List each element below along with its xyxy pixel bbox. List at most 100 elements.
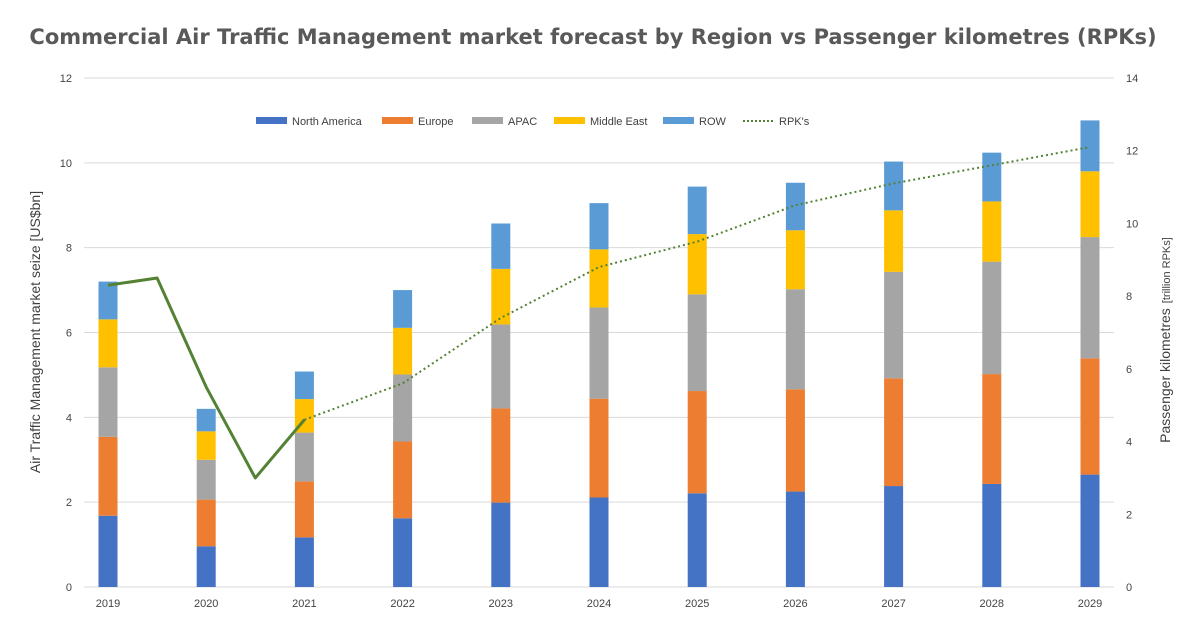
bar-segment-row [1080,120,1100,172]
bar-segment-apac [1080,237,1100,359]
bar-segment-north-america [393,518,413,587]
bar-segment-row [884,161,904,211]
bar-segment-row [589,203,609,250]
bar-segment-apac [982,261,1002,375]
legend-label: APAC [508,116,537,128]
y2-tick-label: 2 [1126,509,1132,521]
rpk-actual-line [107,276,306,480]
legend-swatch [663,117,694,124]
bar-segment-europe [785,389,805,492]
bar-segment-north-america [196,546,216,587]
y-axis-ticks: 0 2 4 6 8 10 12 [60,73,72,594]
bar-segment-apac [589,307,609,399]
x-tick-label: 2026 [783,598,807,610]
bar-segment-europe [982,374,1002,484]
bar-segment-row [785,182,805,231]
y2-tick-label: 10 [1126,218,1138,230]
x-tick-label: 2024 [587,598,611,610]
bar-segment-row [982,152,1002,202]
bar-segment-middle-east [687,234,707,295]
bar-segment-apac [884,271,904,379]
legend: North America Europe APAC Middle East ROW RPK… [256,116,810,128]
y2-axis-title: Passenger kilometres [trillion RPKs] [1157,237,1173,443]
legend-label: ROW [699,116,727,128]
y2-axis-ticks: 0 2 4 6 8 10 12 14 [1126,73,1138,594]
bar-segment-middle-east [589,249,609,308]
bar-segment-apac [196,459,216,500]
bar-segment-middle-east [393,327,413,375]
bar-segment-europe [687,391,707,494]
y-tick-label: 6 [66,328,72,340]
bar-segment-middle-east [98,319,118,368]
bar-segment-apac [294,432,314,482]
bar-segment-middle-east [884,210,904,272]
bar-segment-row [294,371,314,400]
x-tick-label: 2020 [194,598,218,610]
bar-segment-europe [294,481,314,538]
bar-segment-middle-east [196,431,216,460]
bar-segment-row [687,186,707,235]
bar-segment-middle-east [1080,171,1100,238]
x-tick-label: 2027 [881,598,905,610]
bar-segment-europe [491,408,511,503]
bars [98,120,1100,587]
bar-segment-north-america [294,537,314,587]
legend-swatch [382,117,413,124]
y-tick-label: 8 [66,243,72,255]
x-tick-label: 2029 [1078,598,1102,610]
y-tick-label: 12 [60,73,72,85]
bar-segment-apac [785,289,805,390]
bar-segment-north-america [589,497,609,587]
y2-tick-label: 4 [1126,437,1132,449]
x-tick-label: 2021 [292,598,316,610]
bar-segment-north-america [98,515,118,587]
bar-segment-europe [884,378,904,487]
legend-label: Middle East [590,116,647,128]
y-tick-label: 4 [66,412,72,424]
x-tick-label: 2025 [685,598,709,610]
y2-tick-label: 14 [1126,73,1138,85]
legend-swatch [554,117,585,124]
bar-segment-north-america [785,491,805,587]
legend-swatch [256,117,287,124]
bar-segment-middle-east [785,230,805,290]
y2-tick-label: 0 [1126,582,1132,594]
bar-segment-europe [1080,358,1100,475]
bar-segment-row [393,290,413,328]
y2-axis-title-unit: [trillion RPKs] [1161,237,1173,303]
rpk-forecast-line [304,146,1091,421]
bar-segment-middle-east [491,268,511,325]
rpk-line [107,146,1091,480]
bar-segment-north-america [1080,474,1100,587]
y2-tick-label: 6 [1126,364,1132,376]
bar-segment-north-america [982,483,1002,587]
bar-segment-apac [491,324,511,409]
chart-title: Commercial Air Traffic Management market… [29,25,1156,49]
bar-segment-north-america [491,502,511,587]
y-tick-label: 2 [66,497,72,509]
bar-segment-row [491,223,511,269]
legend-swatch [472,117,503,124]
y2-axis-title-main: Passenger kilometres [1157,308,1173,443]
bar-segment-north-america [687,493,707,587]
x-tick-label: 2022 [390,598,414,610]
bar-segment-apac [98,367,118,437]
y-axis-title: Air Traffic Management market seize [US$… [27,191,43,473]
bar-segment-middle-east [982,201,1002,262]
bar-segment-europe [196,499,216,547]
bar-segment-apac [393,374,413,442]
bar-segment-europe [98,436,118,516]
bar-segment-europe [589,398,609,498]
y2-tick-label: 8 [1126,291,1132,303]
y-tick-label: 0 [66,582,72,594]
x-tick-label: 2023 [489,598,513,610]
x-axis-ticks: 2019 2020 2021 2022 2023 2024 2025 2026 2027 2028… [96,598,1102,610]
x-tick-label: 2028 [980,598,1004,610]
y2-tick-label: 12 [1126,146,1138,158]
x-tick-label: 2019 [96,598,120,610]
bar-segment-north-america [884,486,904,587]
bar-segment-row [98,281,118,320]
bar-segment-row [196,408,216,432]
